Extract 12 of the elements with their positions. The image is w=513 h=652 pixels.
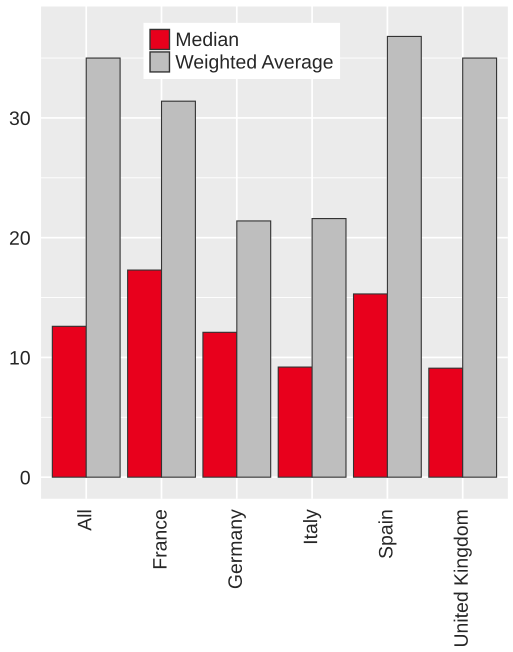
x-tick-label: Italy [303, 509, 322, 544]
y-tick-label: 20 [10, 231, 30, 245]
y-tick-label: 30 [10, 111, 30, 126]
x-tick-label: United Kingdom [454, 510, 472, 646]
y-tick-label: 10 [10, 350, 30, 365]
x-tick-label: All [77, 510, 92, 531]
x-tick-label: Germany [228, 509, 246, 588]
y-tick-label: 0 [20, 470, 30, 484]
x-tick-label: Spain [378, 510, 396, 558]
legend-label: Weighted Average [175, 54, 333, 73]
x-tick-label: France [153, 510, 167, 568]
legend-label: Median [176, 32, 238, 46]
